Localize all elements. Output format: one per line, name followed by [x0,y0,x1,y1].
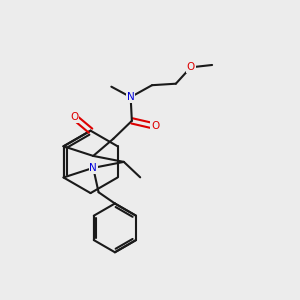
Text: N: N [127,92,134,102]
Text: O: O [187,62,195,72]
Text: O: O [151,121,159,131]
Text: O: O [70,112,78,122]
Text: N: N [89,163,97,173]
